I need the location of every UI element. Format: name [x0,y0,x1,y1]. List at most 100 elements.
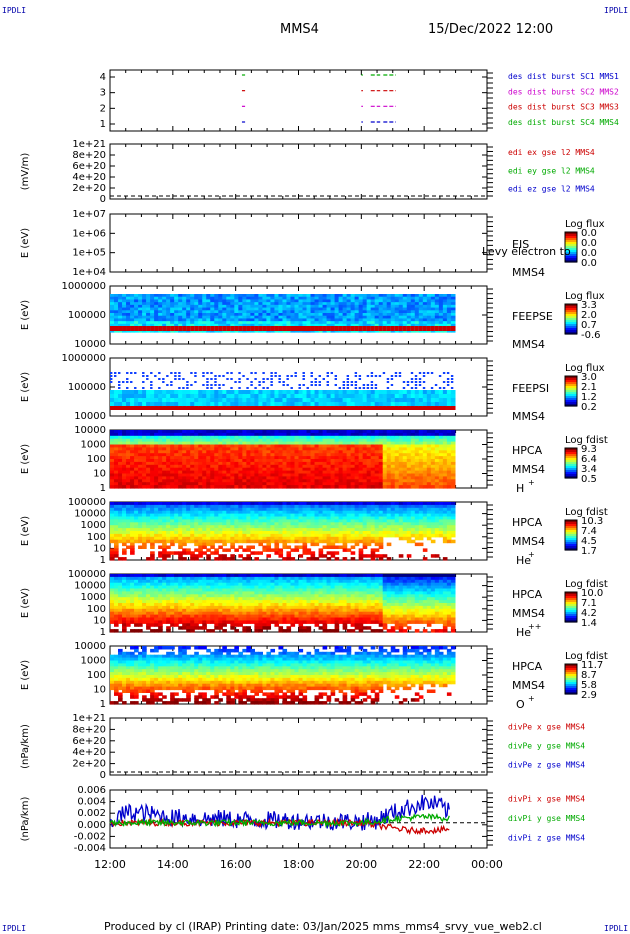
heat-cell [194,479,199,483]
heat-cell [178,299,183,303]
heat-cell [366,441,372,446]
heat-cell [210,402,215,407]
heat-cell [226,296,231,301]
heat-cell [278,313,284,317]
colorbar-band [565,388,577,391]
heat-cell [438,441,444,446]
heat-cell [370,479,376,483]
heat-cell [418,450,424,454]
heat-cell [218,479,223,483]
heat-cell [146,398,151,403]
heat-cell [194,473,199,477]
heat-cell [226,444,231,448]
heat-cell [130,323,135,328]
heat-cell [262,318,268,322]
heat-cell [326,304,332,309]
heat-cell [198,502,203,506]
heat-cell [438,321,444,325]
y-tick-label: 10000 [74,411,106,422]
heat-cell [394,441,400,446]
heat-cell [382,470,388,475]
heat-cell [426,470,432,475]
heat-cell [258,476,264,480]
heat-cell [270,485,276,489]
heat-cell [382,430,388,434]
heat-cell [314,384,317,386]
heat-cell [330,299,336,303]
heat-cell [294,482,300,486]
heat-cell [146,504,151,509]
heat-cell [402,450,408,454]
heat-cell [294,310,300,314]
heat-cell [418,302,424,306]
heat-cell [150,296,155,301]
heat-cell [182,453,187,457]
heat-cell [222,390,227,395]
heat-cell [322,378,325,380]
heat-cell [122,398,127,403]
instrument-label: FEEPSI [512,382,549,395]
heat-cell [162,438,167,443]
heat-cell [174,372,177,374]
heat-cell [278,304,284,309]
heat-cell [286,461,292,466]
heat-cell [242,513,247,518]
heat-cell [326,302,332,306]
heat-cell [430,470,436,475]
heat-cell [386,390,392,395]
heat-cell [338,307,344,311]
heat-cell [334,430,340,434]
heat-cell [110,444,115,448]
heat-cell [178,482,183,486]
heat-cell [294,394,300,399]
heat-cell [314,299,320,303]
heat-cell [422,323,428,328]
heat-cell [254,378,257,380]
heat-cell [378,476,384,480]
heat-cell [446,315,452,320]
heat-cell [234,398,239,403]
heat-cell [186,533,191,538]
heat-cell [130,533,135,538]
heat-cell [266,378,269,380]
heat-cell [382,310,388,314]
heat-cell [134,531,139,535]
heat-cell [194,516,199,520]
heat-cell [126,461,131,466]
heat-cell [262,456,268,460]
heat-cell [318,473,324,477]
heat-cell [138,456,143,460]
heat-cell [394,479,400,483]
heat-cell [258,539,264,544]
heat-cell [414,313,420,317]
heat-cell [130,539,135,544]
heat-cell [170,447,175,451]
heat-cell [418,464,424,469]
heat-cell [398,294,404,298]
heat-cell [162,326,167,331]
colorbar-band [565,258,577,261]
heat-cell [446,447,452,451]
heat-cell [250,296,255,301]
heat-cell [318,302,324,306]
heat-cell [182,406,187,410]
heat-cell [186,441,191,446]
heat-cell [334,479,340,483]
heat-cell [158,516,163,520]
heat-cell [118,432,123,437]
heat-cell [258,522,264,526]
overlap-label: Levy electron to [482,245,571,258]
heat-cell [134,438,139,443]
heat-cell [210,384,213,386]
heat-cell [346,321,352,325]
heat-cell [190,450,195,454]
heat-cell [210,513,215,518]
heat-cell [142,510,147,515]
heat-cell [402,313,408,317]
heat-cell [218,522,223,526]
heat-cell [114,444,119,448]
heat-cell [270,482,276,486]
heat-cell [286,326,292,331]
heat-cell [358,323,364,328]
heat-cell [126,479,131,483]
